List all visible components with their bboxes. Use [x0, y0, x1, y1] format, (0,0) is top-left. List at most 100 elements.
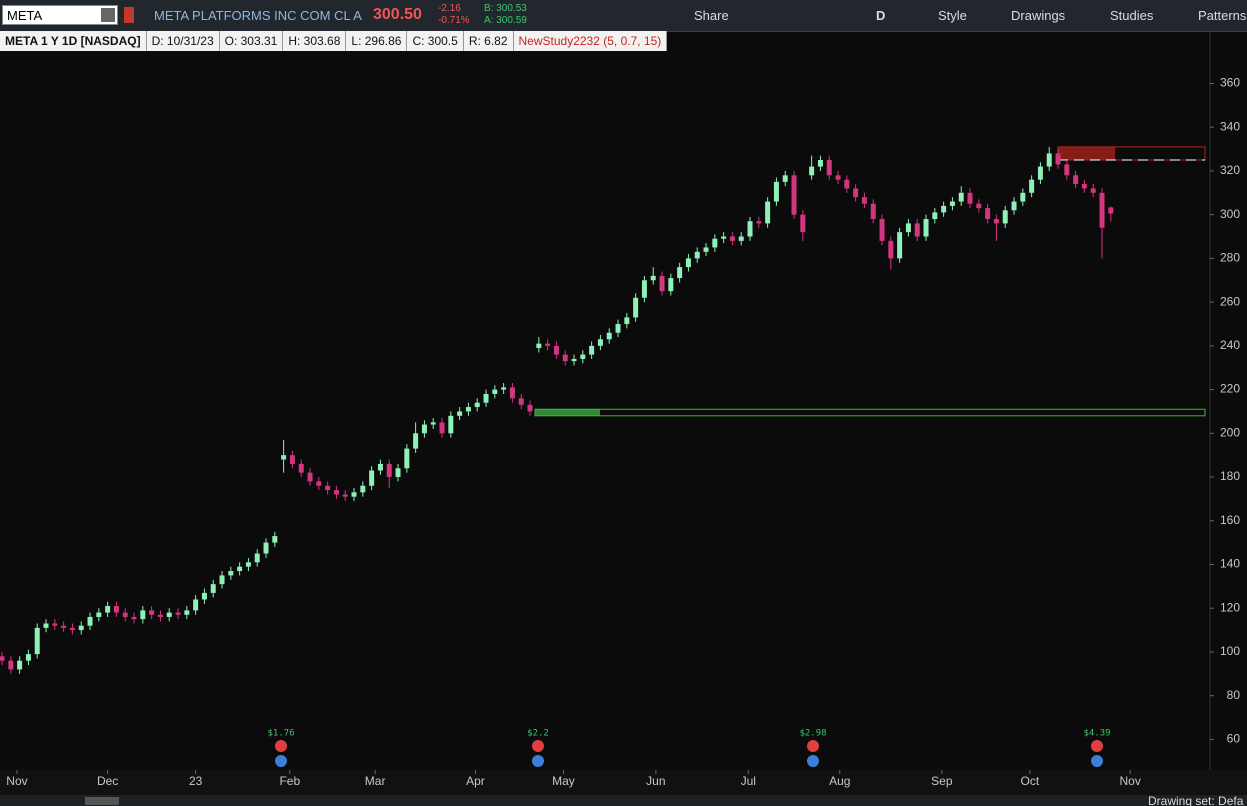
y-tick-label: 200	[1220, 425, 1240, 439]
candle-body	[685, 258, 691, 268]
candle-body	[809, 166, 815, 176]
candle-body	[976, 203, 982, 209]
patterns-button[interactable]: Patterns	[1198, 8, 1247, 23]
dividend-label: $4.39	[1083, 729, 1110, 739]
info-item: C: 300.5	[407, 31, 464, 51]
dividend-label: $2.98	[799, 729, 826, 739]
candle-body	[826, 159, 832, 176]
info-item: O: 303.31	[220, 31, 284, 51]
candle-body	[923, 219, 929, 237]
candle-body	[949, 201, 955, 206]
y-tick-label: 320	[1220, 163, 1240, 177]
candle-body	[861, 197, 867, 204]
candle-body	[597, 339, 603, 346]
drawings-button[interactable]: Drawings	[1011, 8, 1066, 23]
y-tick-label: 60	[1227, 732, 1241, 746]
x-tick-label: Mar	[365, 774, 386, 788]
share-button[interactable]: Share	[694, 8, 729, 23]
y-tick-label: 140	[1220, 557, 1240, 571]
candle-body	[465, 407, 471, 412]
status-bar	[0, 795, 1247, 806]
event-icon	[532, 755, 544, 767]
candle-body	[738, 236, 744, 241]
candle-body	[694, 251, 700, 259]
candle-body	[905, 223, 911, 233]
candle-body	[457, 411, 463, 416]
candle-body	[61, 625, 67, 628]
earnings-icon	[1091, 740, 1103, 752]
symbol-box[interactable]: META	[2, 5, 118, 25]
x-tick-label: Aug	[829, 774, 850, 788]
candle-body	[404, 448, 410, 469]
candle-body	[395, 468, 401, 478]
candle-body	[897, 232, 903, 259]
zone-fill	[1058, 146, 1115, 160]
info-item: D: 10/31/23	[147, 31, 220, 51]
toolbar: META META PLATFORMS INC COM CL A 300.50 …	[0, 0, 1247, 32]
info-item: H: 303.68	[283, 31, 347, 51]
earnings-icon	[532, 740, 544, 752]
ask: A: 300.59	[484, 15, 527, 26]
candle-body	[96, 612, 102, 617]
candle-body	[1081, 184, 1087, 189]
style-button[interactable]: Style	[938, 8, 967, 23]
studies-button[interactable]: Studies	[1110, 8, 1154, 23]
candle-body	[879, 219, 885, 241]
candle-body	[122, 612, 128, 617]
dropdown[interactable]	[101, 8, 115, 22]
x-tick-label: Sep	[931, 774, 953, 788]
scrollbar[interactable]	[85, 797, 119, 805]
candle-body	[263, 542, 269, 554]
link-icon[interactable]	[124, 7, 134, 23]
candle-body	[492, 389, 498, 394]
candle-body	[43, 623, 49, 628]
candle-body	[157, 614, 163, 617]
candle-body	[1037, 166, 1043, 180]
candle-body	[509, 387, 515, 399]
y-tick-label: 120	[1220, 600, 1240, 614]
zone-fill	[535, 409, 600, 416]
candle-body	[237, 566, 243, 572]
x-tick-label: Nov	[6, 774, 27, 788]
candle-body	[0, 656, 5, 661]
candle-body	[641, 280, 647, 298]
candle-body	[52, 623, 58, 626]
candle-body	[721, 236, 727, 239]
description: META PLATFORMS INC COM CL A	[154, 8, 362, 23]
info-item: R: 6.82	[464, 31, 514, 51]
candle-body	[747, 221, 753, 237]
candle-body	[369, 470, 375, 486]
candle-body	[219, 575, 225, 585]
candle-body	[25, 654, 31, 661]
dividend-label: $1.76	[267, 729, 294, 739]
change: -2.16	[438, 3, 461, 14]
candle-body	[615, 323, 621, 333]
candle-body	[351, 492, 357, 497]
candle-body	[210, 584, 216, 593]
candle-body	[8, 660, 14, 670]
candle-body	[325, 485, 331, 491]
period-button[interactable]: D	[876, 8, 886, 23]
candle-body	[782, 175, 788, 182]
y-tick-label: 260	[1220, 294, 1240, 308]
x-tick-label: Dec	[97, 774, 118, 788]
dividend-label: $2.2	[527, 729, 549, 739]
earnings-icon	[807, 740, 819, 752]
candle-body	[184, 610, 190, 615]
candle-body	[501, 387, 507, 390]
y-tick-label: 160	[1220, 513, 1240, 527]
candle-body	[545, 343, 551, 346]
candle-body	[606, 332, 612, 340]
candle-body	[765, 201, 771, 224]
candle-body	[703, 247, 709, 252]
candle-body	[289, 455, 295, 464]
status-text: Drawing set: Defa	[1148, 794, 1244, 806]
candle-body	[993, 219, 999, 224]
info-item: L: 296.86	[346, 31, 408, 51]
candle-body	[272, 536, 278, 543]
candle-body	[985, 208, 991, 220]
candle-body	[958, 192, 964, 202]
y-tick-label: 360	[1220, 76, 1240, 90]
